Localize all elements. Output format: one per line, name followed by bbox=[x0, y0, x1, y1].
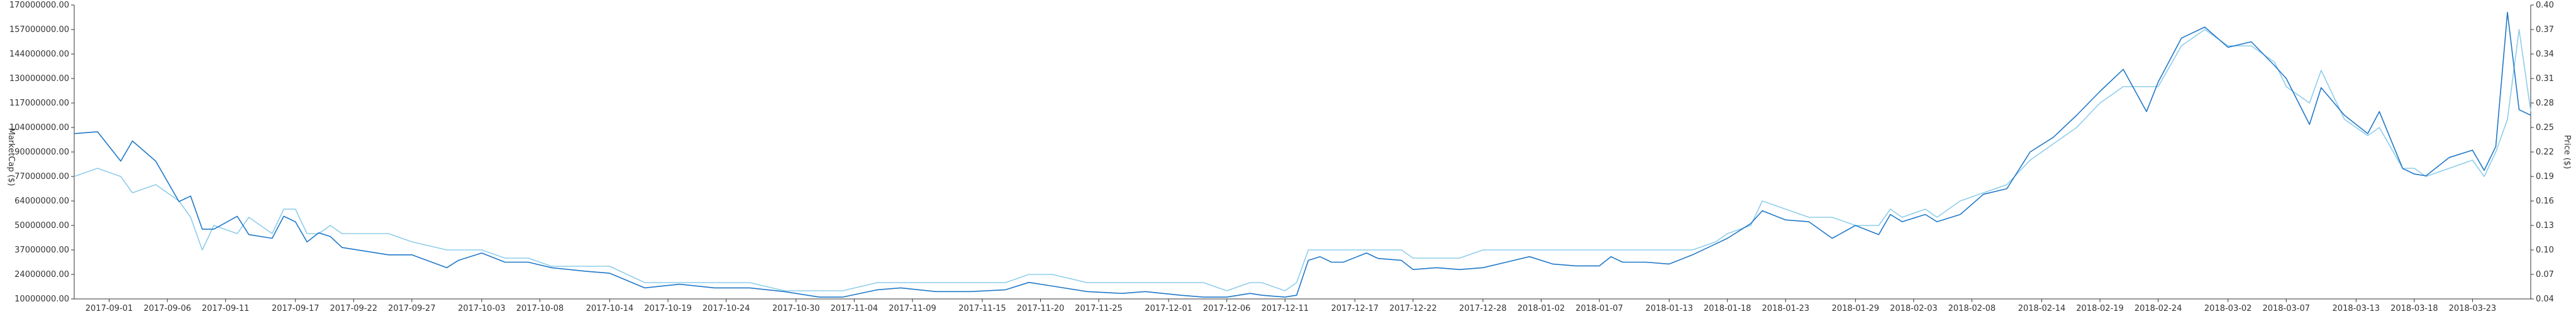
x-tick-label: 2017-12-17 bbox=[1331, 304, 1379, 313]
x-tick-label: 2018-01-23 bbox=[1762, 304, 1809, 313]
y-right-tick-label: 0.37 bbox=[2536, 25, 2554, 35]
x-tick-label: 2018-01-07 bbox=[1575, 304, 1623, 313]
x-tick-label: 2017-11-25 bbox=[1075, 304, 1123, 313]
x-tick-label: 2017-12-22 bbox=[1389, 304, 1437, 313]
x-tick-label: 2017-11-20 bbox=[1017, 304, 1065, 313]
x-tick-label: 2018-01-02 bbox=[1518, 304, 1565, 313]
x-tick-label: 2017-11-04 bbox=[831, 304, 879, 313]
y-left-tick-label: 144000000.00 bbox=[9, 50, 69, 59]
x-tick-label: 2017-11-15 bbox=[958, 304, 1006, 313]
y-right-tick-label: 0.34 bbox=[2536, 50, 2554, 59]
y-right-tick-label: 0.22 bbox=[2536, 148, 2554, 157]
y-left-axis-title: MarketCap ($) bbox=[6, 128, 16, 187]
y-left-tick-label: 104000000.00 bbox=[9, 123, 69, 133]
y-left-tick-label: 117000000.00 bbox=[9, 99, 69, 108]
x-tick-label: 2017-09-17 bbox=[272, 304, 319, 313]
price-series-line bbox=[74, 29, 2531, 291]
x-tick-label: 2018-01-13 bbox=[1645, 304, 1693, 313]
x-tick-label: 2017-09-22 bbox=[330, 304, 378, 313]
x-tick-label: 2018-02-03 bbox=[1890, 304, 1938, 313]
y-right-tick-label: 0.04 bbox=[2536, 295, 2554, 304]
x-tick-label: 2018-03-07 bbox=[2262, 304, 2310, 313]
y-left-tick-label: 90000000.00 bbox=[14, 148, 69, 157]
x-tick-label: 2018-02-08 bbox=[1948, 304, 1996, 313]
y-left-tick-label: 10000000.00 bbox=[14, 295, 69, 304]
x-tick-label: 2018-02-24 bbox=[2135, 304, 2182, 313]
x-tick-label: 2017-09-11 bbox=[202, 304, 250, 313]
x-tick-label: 2017-10-08 bbox=[516, 304, 564, 313]
x-tick-label: 2017-10-24 bbox=[702, 304, 750, 313]
x-tick-label: 2017-12-01 bbox=[1145, 304, 1192, 313]
x-tick-label: 2017-11-09 bbox=[889, 304, 936, 313]
y-right-tick-label: 0.16 bbox=[2536, 197, 2554, 206]
x-tick-label: 2017-10-03 bbox=[458, 304, 506, 313]
x-tick-label: 2018-03-23 bbox=[2449, 304, 2497, 313]
x-tick-label: 2017-12-06 bbox=[1203, 304, 1251, 313]
y-right-tick-label: 0.07 bbox=[2536, 270, 2554, 279]
y-right-tick-label: 0.10 bbox=[2536, 246, 2554, 255]
series-group bbox=[74, 11, 2531, 298]
y-right-tick-label: 0.31 bbox=[2536, 74, 2554, 84]
y-right-tick-label: 0.25 bbox=[2536, 123, 2554, 133]
x-tick-label: 2018-03-18 bbox=[2390, 304, 2438, 313]
x-tick-label: 2018-01-18 bbox=[1704, 304, 1752, 313]
y-left-tick-label: 50000000.00 bbox=[14, 221, 69, 230]
axes: 10000000.00 24000000.00 37000000.00 5000000… bbox=[9, 1, 2554, 313]
x-tick-label: 2017-09-01 bbox=[86, 304, 133, 313]
x-tick-label: 2018-02-14 bbox=[2018, 304, 2066, 313]
x-tick-label: 2017-10-30 bbox=[772, 304, 820, 313]
y-right-tick-label: 0.19 bbox=[2536, 172, 2554, 181]
x-tick-label: 2017-09-27 bbox=[388, 304, 436, 313]
y-right-tick-label: 0.40 bbox=[2536, 1, 2554, 10]
y-left-tick-label: 24000000.00 bbox=[14, 270, 69, 279]
y-left-tick-label: 64000000.00 bbox=[14, 197, 69, 206]
y-left-tick-label: 157000000.00 bbox=[9, 25, 69, 35]
y-right-tick-label: 0.28 bbox=[2536, 99, 2554, 108]
y-left-tick-label: 77000000.00 bbox=[14, 172, 69, 181]
y-left-tick-label: 170000000.00 bbox=[9, 1, 69, 10]
x-tick-label: 2018-01-29 bbox=[1832, 304, 1880, 313]
x-tick-label: 2018-02-19 bbox=[2076, 304, 2124, 313]
x-tick-label: 2017-10-14 bbox=[586, 304, 634, 313]
x-tick-label: 2018-03-13 bbox=[2333, 304, 2380, 313]
y-left-tick-label: 37000000.00 bbox=[14, 246, 69, 255]
x-tick-label: 2017-09-06 bbox=[143, 304, 191, 313]
x-tick-label: 2017-12-28 bbox=[1459, 304, 1507, 313]
y-right-tick-label: 0.13 bbox=[2536, 221, 2554, 230]
x-tick-label: 2017-12-11 bbox=[1261, 304, 1309, 313]
y-right-axis-title: Price ($) bbox=[2562, 135, 2572, 169]
y-left-tick-label: 130000000.00 bbox=[9, 74, 69, 84]
marketcap-series-line bbox=[74, 11, 2531, 298]
x-tick-label: 2017-10-19 bbox=[644, 304, 692, 313]
x-tick-label: 2018-03-02 bbox=[2204, 304, 2252, 313]
